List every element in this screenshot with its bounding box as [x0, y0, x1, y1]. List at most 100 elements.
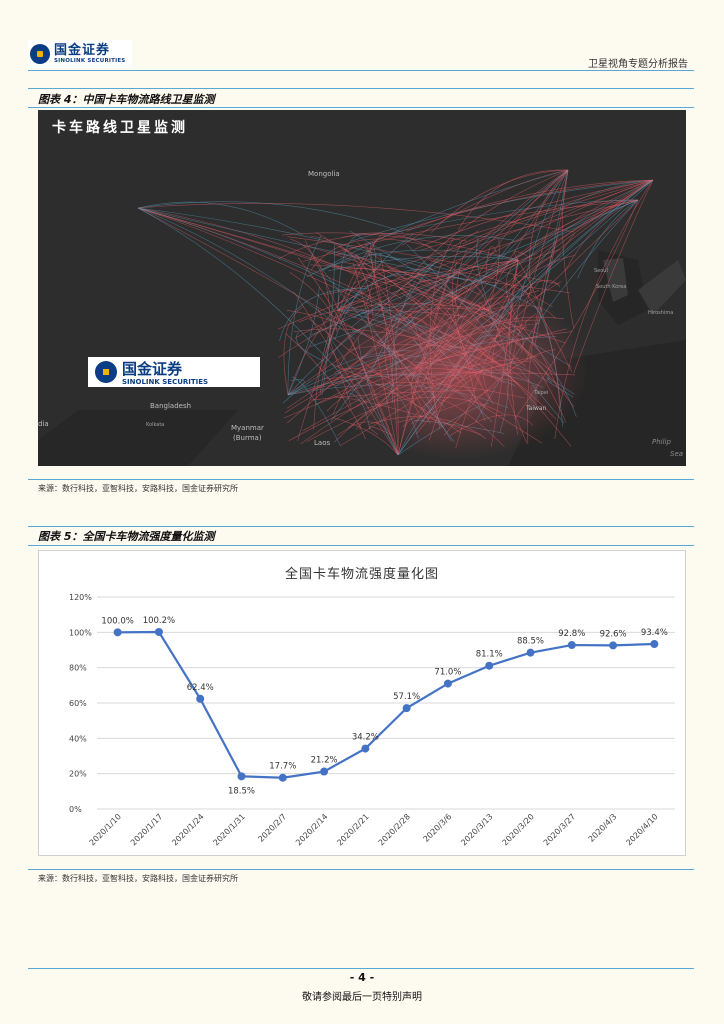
data-point	[196, 694, 205, 703]
route-line	[321, 244, 335, 396]
map-label-india-fragment: dia	[38, 420, 49, 428]
route-line	[282, 232, 519, 261]
series-line	[117, 630, 655, 779]
route-line	[292, 376, 341, 446]
route-line	[319, 233, 383, 396]
y-tick-label: 40%	[69, 734, 87, 743]
data-point	[485, 661, 494, 670]
data-point	[320, 767, 329, 776]
chart-gridlines	[97, 596, 675, 810]
x-tick-label: 2020/1/24	[170, 812, 205, 847]
figure5-source: 来源：数行科技，亚智科技，安路科技，国金证券研究所	[38, 874, 238, 883]
map-label-sea: Sea	[670, 450, 683, 458]
data-point	[154, 627, 163, 636]
x-tick-label: 2020/1/10	[88, 812, 123, 847]
data-point	[443, 679, 452, 688]
route-line	[294, 259, 519, 339]
route-line	[457, 169, 569, 231]
japan-land	[638, 260, 686, 315]
map-label-seoul: Seoul	[594, 268, 608, 274]
data-label: 92.6%	[600, 629, 627, 639]
x-tick-label: 2020/1/17	[129, 812, 164, 847]
chart-title: 全国卡车物流强度量化图	[285, 566, 439, 582]
logo-cn-text: 国金证券	[54, 42, 111, 58]
data-point	[526, 648, 535, 657]
data-label: 71.0%	[434, 668, 461, 678]
data-label: 88.5%	[517, 637, 544, 647]
data-point	[402, 704, 411, 713]
route-line	[278, 233, 467, 259]
report-type: 卫星视角专题分析报告	[588, 59, 688, 70]
data-point	[650, 639, 659, 648]
route-line	[413, 179, 654, 250]
data-label: 21.2%	[311, 756, 338, 766]
map-label-taipei: Taipei	[533, 390, 548, 396]
route-line	[137, 201, 404, 233]
route-line	[295, 332, 325, 362]
figure4-source: 来源：数行科技，亚智科技，安路科技，国金证券研究所	[38, 484, 238, 493]
route-line	[310, 238, 432, 271]
route-line	[529, 169, 569, 292]
map-label-hiroshima: Hiroshima	[648, 310, 673, 316]
route-line	[382, 199, 639, 236]
data-point	[113, 628, 122, 637]
route-line	[417, 268, 433, 284]
route-line	[137, 207, 356, 340]
data-point	[609, 641, 618, 650]
route-line	[577, 199, 639, 279]
figure4-bottom-rule	[28, 479, 694, 480]
x-tick-label: 2020/2/14	[294, 812, 329, 847]
route-line	[279, 288, 369, 341]
logistics-intensity-chart: 全国卡车物流强度量化图 0% 20% 40% 60% 80% 100% 120% 2020/…	[38, 550, 686, 856]
footer-disclaimer-note: 敬请参阅最后一页特别声明	[302, 992, 422, 1003]
chart-canvas: 全国卡车物流强度量化图 0% 20% 40% 60% 80% 100% 120% 2020/…	[69, 566, 675, 847]
route-line	[407, 169, 569, 280]
route-line	[313, 309, 339, 430]
logo-icon	[30, 44, 50, 64]
map-title: 卡车路线卫星监测	[52, 119, 188, 136]
route-line	[406, 179, 654, 232]
route-line	[573, 179, 654, 374]
x-tick-label: 2020/3/20	[501, 812, 536, 847]
map-label-laos: Laos	[314, 439, 330, 447]
map-canvas: 卡车路线卫星监测 Mongolia Bangladesh Kolkata Mya…	[38, 110, 686, 466]
route-line	[322, 235, 515, 271]
route-line	[287, 235, 322, 396]
route-line	[287, 236, 560, 285]
route-line	[322, 169, 569, 270]
map-watermark-logo: 国金证券 SINOLINK SECURITIES	[88, 357, 260, 387]
y-tick-label: 20%	[69, 770, 87, 779]
data-point	[361, 744, 370, 753]
y-tick-label: 60%	[69, 699, 87, 708]
y-tick-label: 0%	[69, 805, 82, 814]
data-point	[567, 641, 576, 650]
x-tick-label: 2020/4/3	[587, 812, 619, 844]
map-label-taiwan: Taiwan	[525, 405, 547, 412]
route-line	[335, 179, 654, 256]
route-line	[289, 272, 338, 333]
route-line	[342, 232, 445, 258]
figure5-title-rule	[28, 545, 694, 546]
figure5-top-rule	[28, 526, 694, 527]
data-label: 34.2%	[352, 733, 379, 743]
header-logo: 国金证券 SINOLINK SECURITIES	[28, 40, 132, 68]
map-label-kolkata: Kolkata	[146, 422, 164, 428]
chart-points	[113, 627, 659, 782]
data-label: 92.8%	[558, 629, 585, 639]
route-line	[334, 233, 414, 340]
data-label: 100.0%	[101, 616, 133, 626]
data-label: 81.1%	[476, 650, 503, 660]
data-point	[278, 773, 287, 782]
map-label-philippines: Philip	[652, 438, 671, 446]
chart-x-axis: 2020/1/10 2020/1/17 2020/1/24 2020/1/31 2020…	[88, 812, 660, 847]
route-line	[337, 287, 391, 311]
y-tick-label: 80%	[69, 664, 87, 673]
y-tick-label: 120%	[69, 593, 92, 602]
map-label-south-korea: South Korea	[596, 284, 626, 290]
route-line	[283, 305, 304, 396]
data-label: 93.4%	[641, 628, 668, 638]
x-tick-label: 2020/3/27	[542, 812, 577, 847]
sea-area	[508, 340, 686, 466]
chart-y-axis: 0% 20% 40% 60% 80% 100% 120%	[69, 593, 92, 814]
page-number: - 4 -	[349, 971, 375, 984]
